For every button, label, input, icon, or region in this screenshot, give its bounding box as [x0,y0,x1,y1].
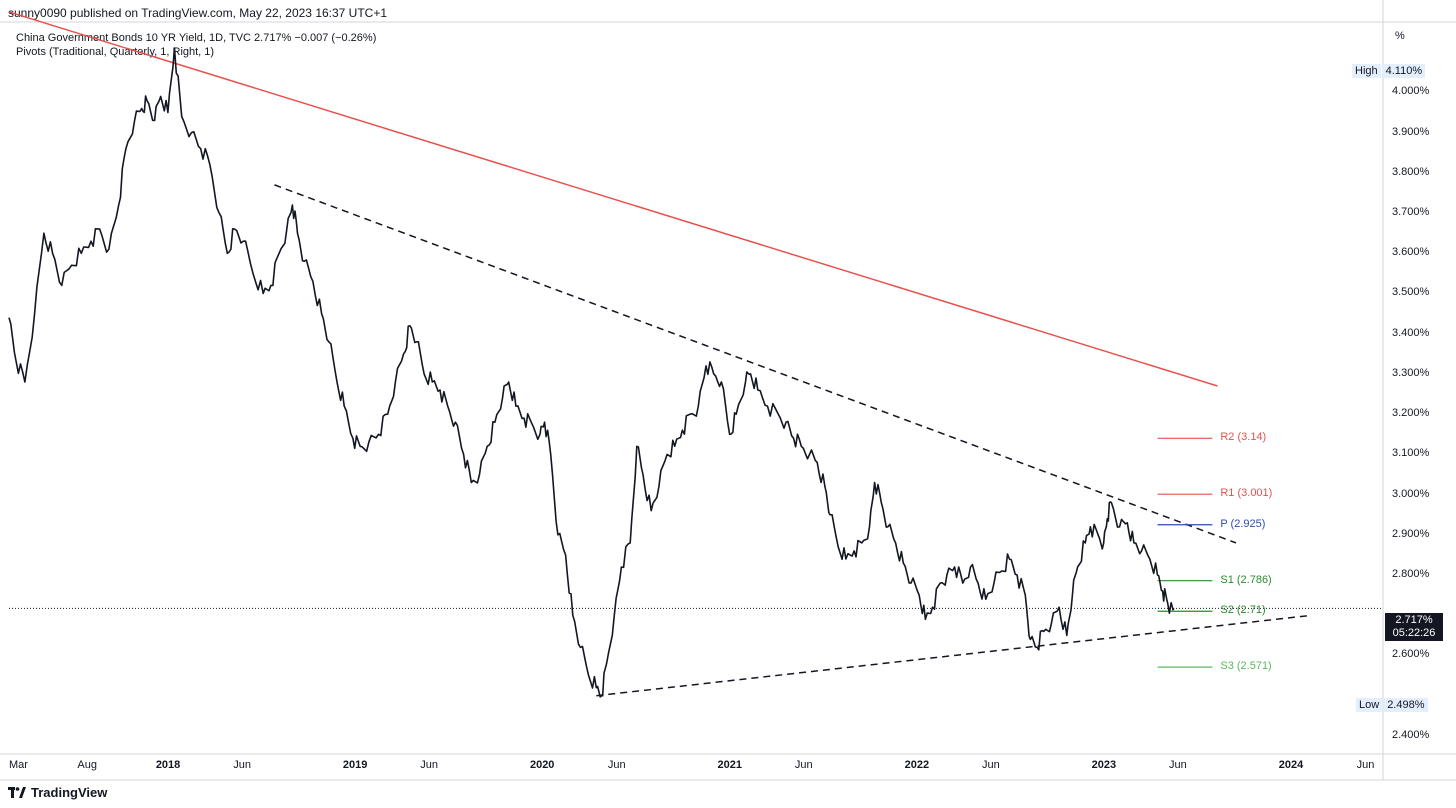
last-price-badge: 2.717% 05:22:26 [1385,613,1443,641]
y-tick-label: 2.900% [1392,527,1430,540]
x-tick-label: Jun [981,759,1000,771]
x-tick-label: Jun [1169,759,1187,771]
x-tick-label: 2024 [1278,759,1304,771]
x-tick-label: 2018 [155,759,181,771]
x-tick-label: 2021 [717,759,743,771]
trendline-3 [596,614,1312,697]
y-tick-label: 3.400% [1392,326,1430,339]
x-tick-label: 2019 [342,759,368,771]
y-axis-unit: % [1395,30,1405,42]
publish-line: sunny0090 published on TradingView.com, … [8,6,388,20]
pivot-label-3: S1 (2.786) [1220,573,1272,586]
y-tick-label: 3.900% [1392,125,1430,138]
x-tick-label: 2020 [529,759,555,771]
y-tick-label: 3.300% [1392,366,1430,379]
bar-countdown: 05:22:26 [1392,627,1436,639]
x-tick-label: Jun [233,759,251,771]
price-line [8,47,1175,698]
x-tick-label: Aug [77,759,97,771]
x-tick-label: Jun [794,759,813,771]
pivot-label-5: S3 (2.571) [1220,660,1272,673]
y-tick-label: 3.700% [1392,206,1430,219]
y-tick-label: 3.600% [1392,246,1430,259]
pivot-label-4: S2 (2.71) [1220,604,1266,617]
y-tick-label: 3.500% [1392,286,1430,299]
y-tick-label: 3.200% [1392,407,1430,420]
tradingview-logo-text: TradingView [31,785,108,800]
pivot-label-2: P (2.925) [1220,517,1266,530]
pivot-label-0: R2 (3.14) [1220,431,1267,444]
y-tick-label: 3.800% [1392,165,1430,178]
y-tick-label: 3.000% [1392,487,1430,500]
x-tick-label: 2023 [1091,759,1117,771]
last-price-value: 2.717% [1395,614,1433,626]
y-tick-label: 2.600% [1392,648,1430,661]
low-label: Low [1356,698,1383,712]
y-tick-label: 3.100% [1392,447,1430,460]
x-tick-label: Jun [1356,759,1375,771]
x-tick-label: Jun [607,759,626,771]
y-tick-label: 2.800% [1392,568,1430,581]
high-value: 4.110% [1382,64,1426,78]
y-tick-label: 2.400% [1392,728,1430,741]
pivot-label-1: R1 (3.001) [1220,487,1273,500]
high-label: High [1352,64,1381,78]
x-tick-label: Jun [420,759,439,771]
trendline-2 [274,184,1237,544]
tradingview-logo[interactable]: TradingView [8,785,107,800]
symbol-legend[interactable]: China Government Bonds 10 YR Yield, 1D, … [16,32,377,44]
trendline-1 [8,11,1218,387]
y-tick-label: 4.000% [1392,85,1430,98]
x-tick-label: 2022 [904,759,930,771]
high-marker: High 4.110% [1352,64,1426,78]
low-value: 2.498% [1384,698,1428,712]
indicator-legend[interactable]: Pivots (Traditional, Quarterly, 1, Right… [16,46,215,58]
tradingview-logo-icon [8,787,26,798]
low-marker: Low 2.498% [1356,698,1428,712]
x-tick-label: Mar [9,759,28,771]
